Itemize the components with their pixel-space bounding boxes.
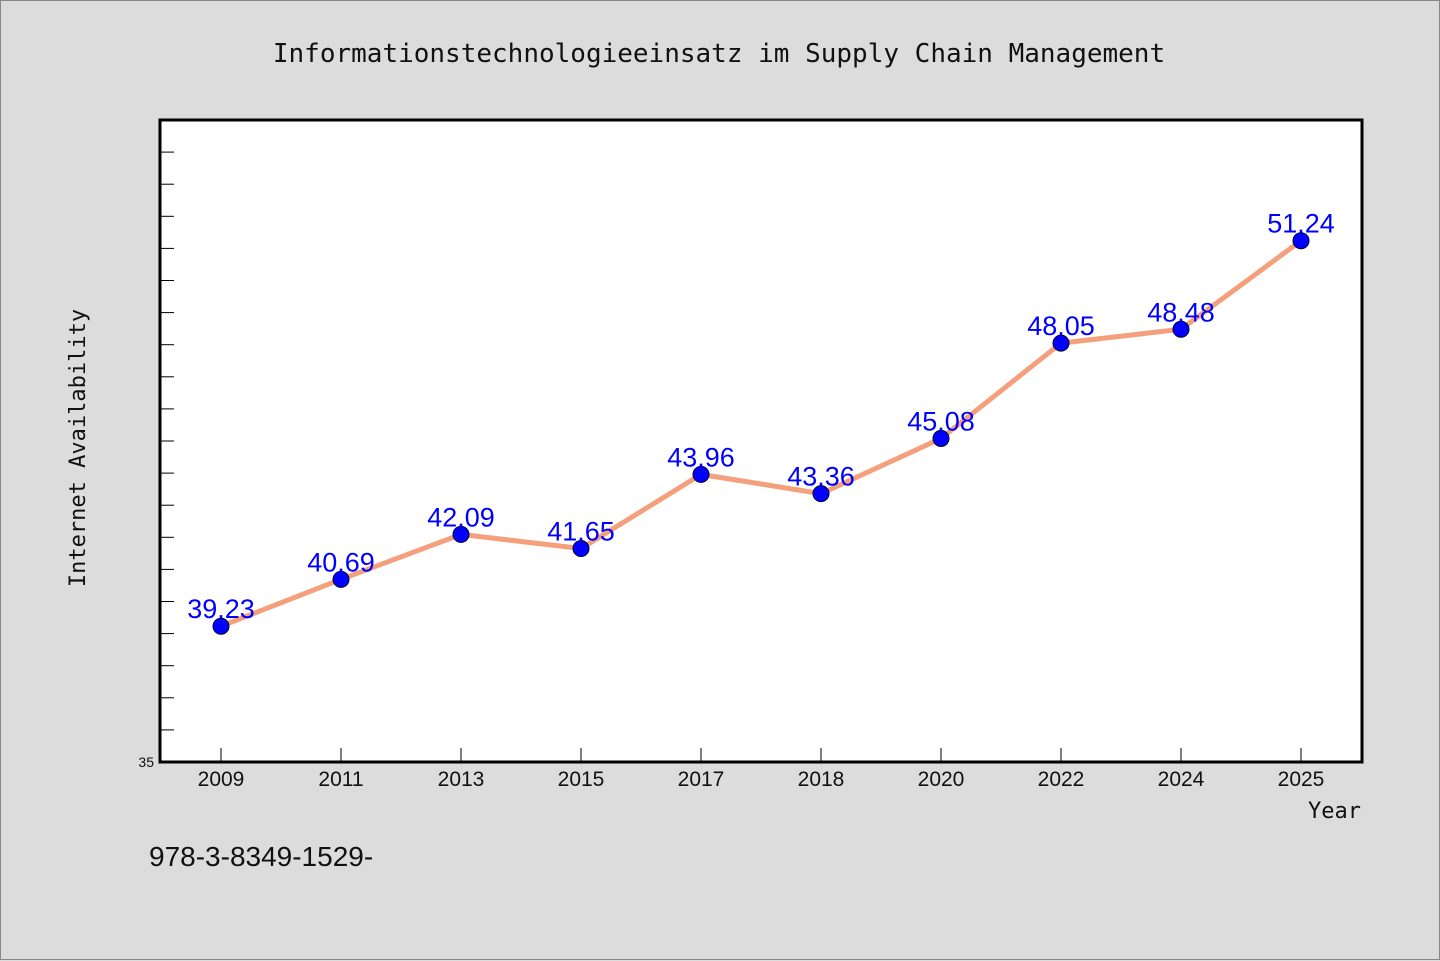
data-label: 48.05	[1027, 311, 1095, 341]
data-label: 42.09	[427, 502, 495, 532]
x-tick-label: 2018	[798, 768, 845, 791]
x-tick-label: 2013	[438, 768, 485, 791]
x-axis-ticks: 2009 2011 2013 2015 2017 2018 2020 2022 2024 2025	[198, 748, 1325, 791]
x-tick-label: 2022	[1038, 768, 1085, 791]
x-tick-label: 2025	[1278, 768, 1325, 791]
data-label: 43.36	[787, 462, 855, 492]
data-point-marker	[812, 485, 830, 503]
plot-area	[158, 118, 1364, 764]
y-tick-label: 35	[138, 754, 154, 770]
data-label: 45.08	[907, 406, 975, 436]
data-point-marker	[572, 540, 590, 558]
data-label: 51.24	[1267, 209, 1335, 239]
x-tick-label: 2009	[198, 768, 245, 791]
y-axis-ticks: 35	[138, 151, 174, 770]
data-point-marker	[1292, 232, 1310, 250]
footer-id-text: 978-3-8349-1529-	[149, 841, 373, 872]
x-tick-label: 2011	[318, 768, 363, 791]
data-point-marker	[452, 525, 470, 543]
series-layer: 39.23 40.69 42.09 41.65 43.96 43.36 45.08 48.05…	[187, 209, 1335, 635]
data-point-marker	[692, 465, 710, 483]
data-point-marker	[212, 617, 230, 635]
data-point-marker	[1172, 320, 1190, 338]
data-label: 48.48	[1147, 297, 1215, 327]
x-tick-label: 2020	[918, 768, 965, 791]
x-tick-label: 2017	[678, 768, 725, 791]
y-axis-title: Internet Availability	[66, 309, 91, 587]
series-line	[218, 238, 1304, 629]
data-point-marker	[332, 570, 350, 588]
data-label: 41.65	[547, 517, 615, 547]
data-label: 40.69	[307, 547, 375, 577]
x-tick-label: 2015	[558, 768, 605, 791]
data-label: 39.23	[187, 594, 255, 624]
chart-title: Informationstechnologieeinsatz im Supply…	[273, 39, 1165, 69]
x-tick-label: 2024	[1158, 768, 1205, 791]
data-point-marker	[1052, 334, 1070, 352]
data-label: 43.96	[667, 442, 735, 472]
x-axis-title: Year	[1308, 799, 1361, 824]
data-point-marker	[932, 429, 950, 447]
